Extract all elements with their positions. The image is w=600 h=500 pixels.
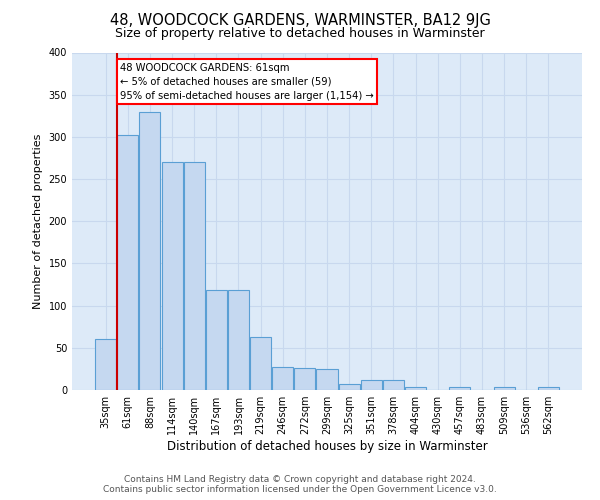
Bar bbox=[405, 386, 426, 390]
Text: Size of property relative to detached houses in Warminster: Size of property relative to detached ho… bbox=[115, 28, 485, 40]
Bar bbox=[538, 388, 559, 390]
Bar bbox=[272, 367, 293, 390]
Y-axis label: Number of detached properties: Number of detached properties bbox=[33, 134, 43, 309]
Bar bbox=[228, 290, 249, 390]
Bar bbox=[295, 368, 316, 390]
X-axis label: Distribution of detached houses by size in Warminster: Distribution of detached houses by size … bbox=[167, 440, 487, 453]
Text: Contains HM Land Registry data © Crown copyright and database right 2024.
Contai: Contains HM Land Registry data © Crown c… bbox=[103, 474, 497, 494]
Bar bbox=[449, 388, 470, 390]
Bar bbox=[494, 388, 515, 390]
Bar bbox=[161, 162, 182, 390]
Bar bbox=[95, 340, 116, 390]
Bar bbox=[361, 380, 382, 390]
Bar bbox=[316, 369, 338, 390]
Bar bbox=[338, 384, 359, 390]
Text: 48 WOODCOCK GARDENS: 61sqm
← 5% of detached houses are smaller (59)
95% of semi-: 48 WOODCOCK GARDENS: 61sqm ← 5% of detac… bbox=[120, 62, 374, 100]
Bar bbox=[118, 135, 139, 390]
Bar bbox=[250, 337, 271, 390]
Text: 48, WOODCOCK GARDENS, WARMINSTER, BA12 9JG: 48, WOODCOCK GARDENS, WARMINSTER, BA12 9… bbox=[110, 12, 490, 28]
Bar bbox=[206, 290, 227, 390]
Bar bbox=[139, 112, 160, 390]
Bar bbox=[383, 380, 404, 390]
Bar bbox=[184, 162, 205, 390]
